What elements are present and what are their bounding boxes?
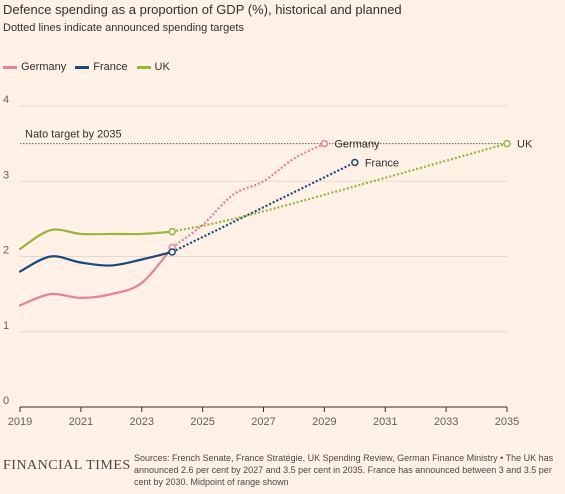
x-tick-label: 2027	[251, 416, 275, 428]
series-germany-historical-line	[18, 246, 174, 307]
x-tick-label: 2031	[373, 416, 397, 428]
legend-label-germany: Germany	[21, 61, 67, 73]
series-uk-planned-line	[171, 142, 508, 233]
x-tick-label: 2019	[8, 416, 32, 428]
series-uk-end-marker	[503, 139, 511, 148]
x-tick-label: 2025	[190, 416, 214, 428]
series-france-planned-line	[171, 161, 356, 253]
series-france-end-marker	[351, 158, 359, 167]
series-uk-end-label: UK	[517, 139, 533, 151]
x-tick-label: 2033	[434, 416, 458, 428]
legend-swatch-uk	[136, 65, 151, 69]
chart-subtitle: Dotted lines indicate announced spending…	[3, 22, 244, 34]
legend-swatch-france	[75, 65, 90, 69]
nato-target-label: Nato target by 2035	[25, 129, 122, 141]
series-germany-planned-line	[171, 142, 325, 249]
y-tick-label: 2	[3, 245, 9, 257]
y-tick-label: 1	[3, 320, 9, 332]
legend-item-uk: UK	[136, 61, 170, 73]
series-germany-end-marker	[320, 139, 329, 148]
source-note: Sources: French Senate, France Stratégie…	[134, 453, 554, 487]
y-tick-label: 0	[3, 395, 9, 407]
series-france-historical-line	[18, 250, 174, 273]
y-tick-label: 3	[3, 169, 9, 181]
legend-item-france: France	[75, 61, 128, 73]
legend-swatch-germany	[3, 65, 17, 69]
series-uk-historical-line	[18, 228, 174, 251]
series-uk-start-marker	[168, 227, 176, 236]
chart-legend: Germany France UK	[3, 61, 179, 73]
x-tick-label: 2029	[312, 416, 336, 428]
series-france-start-marker	[168, 248, 176, 256]
x-tick-label: 2035	[495, 416, 519, 428]
ft-logo: FINANCIAL TIMES	[3, 458, 131, 473]
x-tick-label: 2023	[130, 416, 154, 428]
legend-label-uk: UK	[154, 61, 170, 73]
x-tick-label: 2021	[69, 416, 93, 428]
y-tick-label: 4	[3, 94, 9, 106]
series-france-end-label: France	[365, 157, 399, 169]
chart-title: Defence spending as a proportion of GDP …	[3, 2, 402, 17]
series-germany-end-label: Germany	[334, 139, 380, 151]
legend-label-france: France	[93, 61, 128, 73]
legend-item-germany: Germany	[3, 61, 66, 73]
